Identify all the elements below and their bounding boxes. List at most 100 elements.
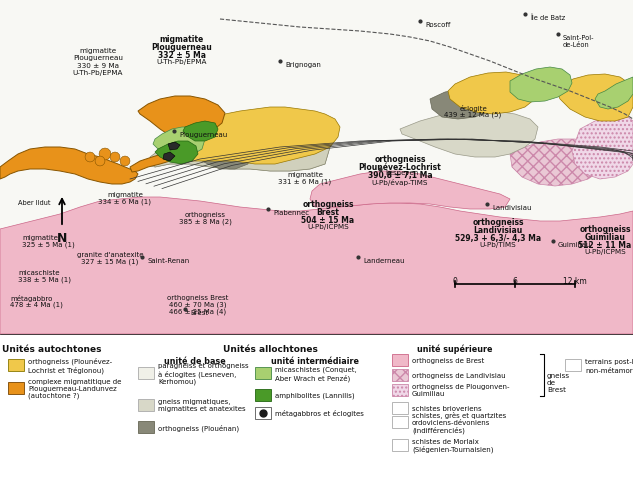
Text: Plabennec: Plabennec — [273, 210, 309, 215]
Text: Unités autochtones: Unités autochtones — [3, 344, 102, 353]
Text: Île de Batz: Île de Batz — [530, 15, 565, 21]
Polygon shape — [0, 0, 633, 334]
Text: gneiss
de
Brest: gneiss de Brest — [547, 372, 570, 393]
Polygon shape — [195, 147, 250, 170]
Text: U-Pb/évap-TIMS: U-Pb/évap-TIMS — [372, 179, 429, 186]
Text: U-Th-Pb/EPMA: U-Th-Pb/EPMA — [157, 59, 207, 65]
Polygon shape — [510, 140, 605, 187]
Polygon shape — [557, 75, 633, 122]
Text: éclogite: éclogite — [459, 105, 487, 112]
Bar — [392, 369, 408, 381]
Text: 504 ± 15 Ma: 504 ± 15 Ma — [301, 215, 354, 225]
Text: unité intermédiaire: unité intermédiaire — [271, 356, 359, 365]
Text: micaschiste: micaschiste — [18, 270, 60, 275]
Bar — [255, 367, 271, 379]
Text: orthogneiss de Landivisiau: orthogneiss de Landivisiau — [412, 372, 506, 378]
Text: Plouguerneau: Plouguerneau — [179, 132, 227, 138]
Polygon shape — [0, 197, 633, 334]
Text: unité de base: unité de base — [164, 356, 226, 365]
Text: Guimiliau: Guimiliau — [584, 232, 625, 242]
Polygon shape — [110, 152, 120, 163]
Text: 331 ± 6 Ma (1): 331 ± 6 Ma (1) — [279, 179, 332, 185]
Polygon shape — [430, 90, 495, 120]
Bar — [392, 354, 408, 366]
Text: amphibolites (Lannilis): amphibolites (Lannilis) — [275, 392, 354, 398]
Polygon shape — [0, 334, 633, 484]
Text: migmatite: migmatite — [160, 35, 204, 44]
Text: orthogneiss: orthogneiss — [374, 155, 426, 164]
Text: 325 ± 5 Ma (1): 325 ± 5 Ma (1) — [22, 242, 75, 248]
Text: U-Pb/TIMS: U-Pb/TIMS — [480, 242, 517, 247]
Text: micaschistes (Conquet,
Aber Wrach et Penzé): micaschistes (Conquet, Aber Wrach et Pen… — [275, 365, 357, 381]
Text: 512 ± 11 Ma: 512 ± 11 Ma — [579, 241, 632, 249]
Text: Landerneau: Landerneau — [363, 257, 404, 263]
Bar — [392, 439, 408, 451]
Polygon shape — [400, 112, 538, 158]
Polygon shape — [163, 152, 175, 162]
Text: migmatite: migmatite — [287, 172, 323, 178]
Text: orthogneiss de Plougonven-
Guimiliau: orthogneiss de Plougonven- Guimiliau — [412, 384, 510, 397]
Text: Saint-Renan: Saint-Renan — [147, 257, 189, 263]
Text: 466 ± 25 Ma (4): 466 ± 25 Ma (4) — [170, 308, 227, 315]
Text: 334 ± 6 Ma (1): 334 ± 6 Ma (1) — [99, 198, 151, 205]
Text: 332 ± 5 Ma: 332 ± 5 Ma — [158, 51, 206, 60]
Polygon shape — [153, 128, 205, 158]
Polygon shape — [130, 138, 202, 173]
Text: Landivisiau: Landivisiau — [492, 205, 532, 211]
Text: Plouguerneau: Plouguerneau — [152, 43, 213, 52]
Text: terrains post-Dévonien
non-métamorphiques: terrains post-Dévonien non-métamorphique… — [585, 358, 633, 373]
Polygon shape — [595, 78, 633, 110]
Text: U-Pb/ICPMS: U-Pb/ICPMS — [307, 224, 349, 229]
Polygon shape — [572, 118, 633, 180]
Text: gneiss migmatiques,
migmatites et anatexites: gneiss migmatiques, migmatites et anatex… — [158, 399, 246, 412]
Text: schistes de Morlaix
(Siégenien-Tournaisien): schistes de Morlaix (Siégenien-Tournaisi… — [412, 438, 494, 453]
Text: Saint-Pol-
de-Léon: Saint-Pol- de-Léon — [563, 35, 594, 48]
Text: 478 ± 4 Ma (1): 478 ± 4 Ma (1) — [10, 302, 63, 308]
Polygon shape — [140, 142, 330, 172]
Text: migmatite
Plouguerneau
330 ± 9 Ma
U-Th-Pb/EPMA: migmatite Plouguerneau 330 ± 9 Ma U-Th-P… — [73, 48, 123, 76]
Text: Unités allochtones: Unités allochtones — [223, 344, 317, 353]
Text: U-Pb/ICPMS: U-Pb/ICPMS — [584, 248, 626, 255]
Bar — [392, 416, 408, 428]
Polygon shape — [150, 115, 335, 172]
Text: Roscoff: Roscoff — [425, 22, 450, 28]
Text: migmatite: migmatite — [107, 192, 143, 197]
Bar — [255, 407, 271, 419]
Text: 327 ± 15 Ma (1): 327 ± 15 Ma (1) — [81, 258, 139, 265]
Text: orthogneiss (Plounévez-
Lochrist et Tréglonou): orthogneiss (Plounévez- Lochrist et Trég… — [28, 357, 112, 373]
Bar — [255, 389, 271, 401]
Text: orthogneiss: orthogneiss — [302, 199, 354, 209]
Text: 385 ± 8 Ma (2): 385 ± 8 Ma (2) — [179, 219, 232, 225]
Polygon shape — [99, 149, 111, 161]
Text: granite d'anatexite: granite d'anatexite — [77, 252, 143, 257]
Text: 460 ± 70 Ma (3): 460 ± 70 Ma (3) — [169, 302, 227, 308]
Text: orthogneiss: orthogneiss — [184, 212, 225, 217]
Text: 338 ± 5 Ma (1): 338 ± 5 Ma (1) — [18, 276, 71, 283]
Text: 439 ± 12 Ma (5): 439 ± 12 Ma (5) — [444, 112, 501, 118]
Text: Aber Ildut: Aber Ildut — [18, 199, 51, 206]
Text: orthogneiss: orthogneiss — [472, 217, 523, 227]
Text: Plounévez-Lochrist: Plounévez-Lochrist — [359, 163, 441, 172]
Text: 529,3 + 6,3/- 4,3 Ma: 529,3 + 6,3/- 4,3 Ma — [455, 233, 541, 242]
Polygon shape — [448, 73, 538, 115]
Text: orthogneiss: orthogneiss — [579, 225, 630, 233]
Bar — [138, 399, 154, 411]
Polygon shape — [155, 142, 198, 165]
Text: 0: 0 — [453, 276, 458, 286]
Text: unité supérieure: unité supérieure — [417, 344, 492, 354]
Text: orthogneiss (Plouénan): orthogneiss (Plouénan) — [158, 424, 239, 431]
Text: Lesneven: Lesneven — [385, 170, 418, 176]
Polygon shape — [158, 108, 340, 165]
Polygon shape — [0, 148, 138, 184]
Text: complexe migmatitique de
Plouguerneau-Landunvez
(autochtone ?): complexe migmatitique de Plouguerneau-La… — [28, 378, 122, 398]
Polygon shape — [510, 68, 572, 103]
Bar — [392, 402, 408, 414]
Polygon shape — [95, 157, 105, 166]
Bar — [8, 359, 24, 371]
Polygon shape — [120, 157, 130, 166]
Bar — [392, 384, 408, 396]
Text: schistes brioveriens: schistes brioveriens — [412, 405, 482, 411]
Text: métagabbro: métagabbro — [10, 294, 53, 302]
Bar — [138, 367, 154, 379]
Text: 12 km: 12 km — [563, 276, 587, 286]
